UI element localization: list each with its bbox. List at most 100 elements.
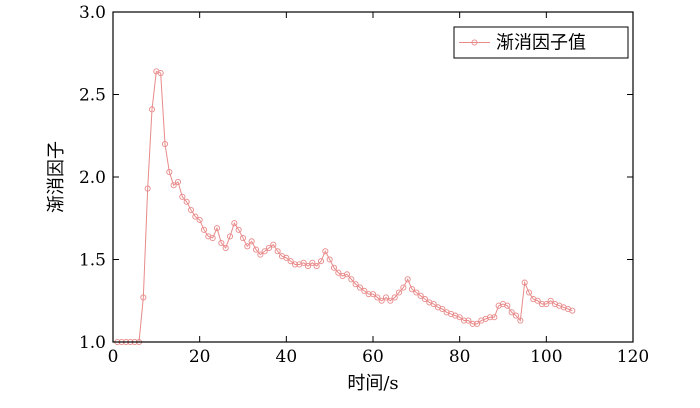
data-point xyxy=(209,234,216,242)
data-point xyxy=(161,140,169,148)
data-point xyxy=(352,281,359,288)
data-point xyxy=(547,297,554,304)
data-point xyxy=(517,317,524,324)
plot-frame xyxy=(112,11,634,343)
y-tick-label: 1.5 xyxy=(79,251,106,271)
data-point xyxy=(244,243,251,250)
data-point xyxy=(200,226,208,233)
data-point xyxy=(473,320,481,327)
data-point xyxy=(365,291,372,298)
legend: 渐消因子值 xyxy=(453,26,629,59)
data-point xyxy=(231,220,238,227)
axis-ticks: 0 20 40 60 80 100 120 1.0 1.5 2.0 2.5 3.0 xyxy=(79,3,649,367)
x-tick-label: 0 xyxy=(108,347,119,367)
data-point xyxy=(439,305,446,313)
data-point xyxy=(391,294,398,301)
data-point xyxy=(144,185,151,192)
data-point xyxy=(395,289,403,296)
data-point xyxy=(387,297,394,304)
data-point xyxy=(343,271,351,278)
x-tick-label: 100 xyxy=(530,347,562,367)
data-point xyxy=(508,309,515,316)
data-point xyxy=(287,258,294,265)
data-point xyxy=(356,284,364,291)
legend-label: 渐消因子值 xyxy=(496,33,586,54)
data-point xyxy=(196,216,203,223)
x-tick-label: 20 xyxy=(189,347,211,367)
data-point xyxy=(261,248,268,255)
data-point xyxy=(248,238,255,245)
data-point xyxy=(226,233,234,240)
data-point xyxy=(534,297,541,304)
data-point xyxy=(170,182,177,189)
data-point xyxy=(569,307,576,314)
data-point xyxy=(521,279,528,286)
series-layer xyxy=(114,68,576,346)
data-point xyxy=(469,320,476,327)
data-point xyxy=(183,198,190,205)
data-point xyxy=(512,312,520,319)
data-point xyxy=(538,300,546,308)
data-point xyxy=(335,269,342,276)
x-axis-title: 时间/s xyxy=(347,373,398,394)
data-point xyxy=(270,241,277,248)
legend-marker-icon xyxy=(471,39,478,46)
data-point xyxy=(413,289,420,296)
data-point xyxy=(313,263,320,270)
data-point xyxy=(417,292,424,299)
data-point xyxy=(374,294,381,301)
y-tick-label: 3.0 xyxy=(79,3,106,23)
y-tick-label: 2.0 xyxy=(79,168,106,188)
data-point xyxy=(179,193,186,200)
x-tick-label: 80 xyxy=(449,347,471,367)
data-point xyxy=(192,213,199,220)
y-axis-title: 渐消因子 xyxy=(46,141,67,213)
data-point xyxy=(213,225,221,232)
data-point xyxy=(421,296,429,303)
data-point xyxy=(148,106,156,113)
x-tick-label: 60 xyxy=(362,347,384,367)
data-point xyxy=(491,314,498,321)
data-point xyxy=(322,248,329,255)
data-point xyxy=(265,244,273,251)
data-point xyxy=(525,289,533,296)
data-point xyxy=(330,264,338,271)
data-point xyxy=(174,178,182,185)
data-point xyxy=(465,317,472,324)
data-point xyxy=(157,70,164,77)
data-point xyxy=(239,234,247,242)
data-point xyxy=(430,300,437,308)
data-point xyxy=(326,256,333,263)
data-point xyxy=(187,206,195,214)
data-point xyxy=(543,300,550,308)
data-point xyxy=(300,259,307,266)
data-point xyxy=(400,284,407,291)
data-point xyxy=(378,297,385,304)
data-point xyxy=(274,248,281,255)
data-point xyxy=(361,287,368,294)
y-tick-label: 1.0 xyxy=(79,333,106,353)
data-point xyxy=(166,168,173,176)
data-point xyxy=(257,251,264,258)
data-point xyxy=(460,317,468,324)
data-point xyxy=(283,254,290,261)
data-point xyxy=(348,276,355,283)
data-point xyxy=(235,226,242,233)
data-point xyxy=(382,294,390,301)
data-point xyxy=(456,314,463,321)
x-tick-label: 40 xyxy=(276,347,298,367)
data-point xyxy=(486,314,494,321)
data-point xyxy=(369,291,377,298)
data-point xyxy=(309,259,316,266)
data-point xyxy=(140,294,147,301)
data-point xyxy=(222,244,229,251)
data-point xyxy=(291,261,299,268)
data-point xyxy=(218,239,225,247)
data-point xyxy=(252,246,260,253)
y-tick-label: 2.5 xyxy=(79,86,106,106)
data-point xyxy=(408,286,416,293)
x-tick-label: 120 xyxy=(617,347,649,367)
data-point xyxy=(317,258,325,265)
